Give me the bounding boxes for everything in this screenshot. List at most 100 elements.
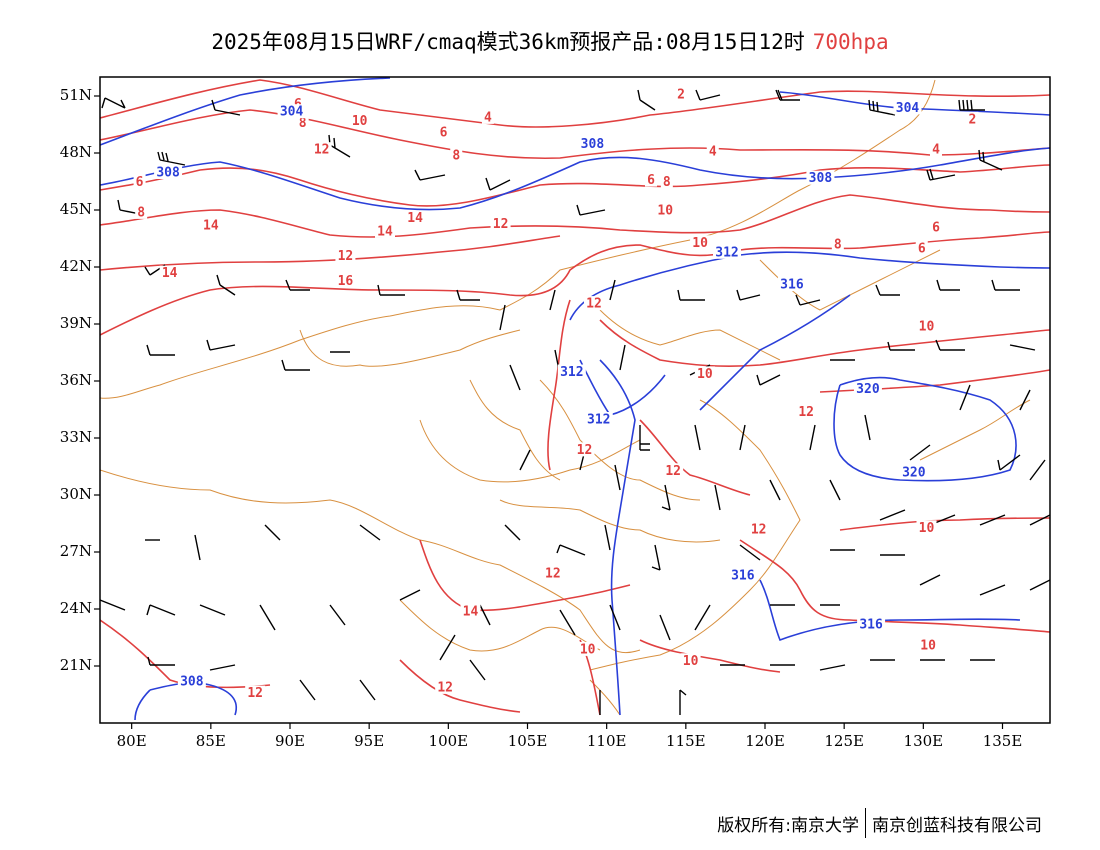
- temperature-label-bg: [966, 111, 979, 126]
- temperature-label-bg: [916, 520, 937, 535]
- temperature-label-bg: [655, 203, 676, 217]
- temperature-label: 10: [697, 367, 713, 382]
- geopotential-label: 320: [902, 466, 926, 481]
- temperature-label: 14: [377, 224, 393, 239]
- temperature-label-bg: [680, 653, 701, 668]
- geopotential-label: 312: [560, 365, 583, 380]
- temperature-label-bg: [918, 638, 939, 653]
- geopotential-label-bg: [893, 100, 922, 115]
- temperature-label-bg: [584, 296, 604, 311]
- geopotential-label-bg: [806, 170, 835, 185]
- lon-tick-label: 85E: [196, 732, 226, 750]
- temperature-label-bg: [133, 174, 146, 189]
- temperature-label: 6: [647, 173, 655, 188]
- geopotential-label-bg: [584, 412, 613, 426]
- temperature-label: 4: [709, 145, 717, 160]
- geopotential-label-bg: [777, 277, 806, 292]
- temperature-isolines: [100, 79, 1050, 716]
- temperature-label: 8: [834, 238, 842, 253]
- temperature-label-bg: [311, 142, 332, 157]
- temperature-label-bg: [450, 147, 463, 162]
- lon-tick-label: 90E: [275, 732, 305, 750]
- temperature-label-bg: [663, 463, 684, 478]
- geopotential-labels: 304 304 308 308 308 312 316 312 312 320 320 316 316 3…: [154, 100, 928, 690]
- temperature-label: 6: [440, 126, 448, 141]
- geopotential-label: 308: [156, 166, 180, 181]
- temperature-label: 12: [247, 686, 263, 701]
- lon-tick-label: 95E: [354, 732, 384, 750]
- temperature-label-bg: [694, 366, 715, 381]
- temperature-label: 6: [136, 175, 144, 190]
- geopotential-label-bg: [853, 381, 882, 396]
- geopotential-label-bg: [277, 104, 306, 119]
- geopotential-label: 304: [280, 105, 304, 120]
- temperature-label: 4: [484, 110, 492, 125]
- temperature-label: 8: [452, 148, 460, 163]
- temperature-label: 8: [137, 205, 145, 220]
- lat-tick-label: 42N: [60, 257, 92, 275]
- temperature-label-bg: [916, 318, 937, 333]
- temperature-label-bg: [930, 142, 942, 157]
- temperature-label: 12: [314, 143, 330, 158]
- lon-tick-label: 120E: [745, 732, 785, 750]
- temperature-label: 2: [677, 88, 685, 103]
- lat-tick-label: 51N: [60, 86, 92, 104]
- temperature-label-bg: [405, 210, 426, 225]
- temperature-label: 12: [577, 443, 593, 458]
- geopotential-label: 308: [180, 675, 204, 690]
- temperature-label-bg: [349, 113, 370, 128]
- temperature-label: 12: [493, 217, 509, 232]
- geopotential-label-bg: [857, 617, 886, 632]
- plot-frame: [99, 76, 1051, 724]
- temperature-label-bg: [796, 404, 817, 419]
- temperature-label: 12: [338, 249, 354, 264]
- geopotential-label: 312: [587, 413, 610, 428]
- lon-tick-label: 100E: [429, 732, 469, 750]
- temperature-label-bg: [335, 248, 356, 263]
- temperature-label: 10: [692, 236, 708, 251]
- temperature-label-bg: [930, 220, 942, 235]
- temperature-label: 8: [663, 175, 671, 190]
- lon-tick-label: 125E: [824, 732, 864, 750]
- temperature-label-bg: [200, 218, 221, 233]
- geopotential-label-bg: [713, 244, 741, 259]
- geopotential-label-bg: [728, 567, 757, 582]
- temperature-label-bg: [296, 115, 309, 130]
- temperature-label-bg: [437, 125, 450, 140]
- temperature-label: 4: [932, 143, 940, 158]
- temperature-label-bg: [831, 237, 844, 252]
- lat-tick-label: 39N: [60, 314, 92, 332]
- title-main: 2025年08月15日WRF/cmaq模式36km预报产品:08月15日12时: [211, 30, 805, 54]
- lon-tick-label: 80E: [117, 732, 147, 750]
- longitude-axis: 80E 85E 90E 95E 100E 105E 110E 115E 120E 125E 130E…: [117, 723, 1023, 750]
- temperature-label-bg: [435, 679, 456, 694]
- geopotential-label: 308: [581, 137, 605, 152]
- wind-barbs: [100, 89, 1050, 715]
- temperature-label: 10: [683, 654, 699, 669]
- temperature-label-bg: [460, 603, 481, 618]
- temperature-label-bg: [690, 235, 711, 250]
- temperature-label-bg: [135, 204, 148, 219]
- temperature-label: 10: [580, 642, 596, 657]
- temperature-label: 14: [463, 604, 479, 619]
- temperature-label: 12: [437, 680, 453, 695]
- temperature-label: 6: [932, 221, 940, 236]
- temperature-label: 10: [657, 204, 673, 219]
- temperature-label-bg: [375, 223, 395, 238]
- temperature-label: 10: [919, 319, 935, 334]
- geopotential-label-bg: [899, 465, 928, 480]
- geopotential-label: 308: [809, 171, 833, 186]
- geopotential-label: 320: [856, 382, 880, 397]
- temperature-label: 16: [338, 274, 354, 289]
- geopotential-label-bg: [578, 136, 607, 151]
- geopotential-label-bg: [154, 165, 183, 179]
- copyright-divider: [865, 808, 866, 838]
- temperature-labels: 6810468122244668810141414121086612141612…: [133, 87, 979, 701]
- temperature-label: 10: [352, 114, 368, 129]
- pressure-level: 700hpa: [812, 30, 889, 54]
- lat-tick-label: 48N: [60, 143, 92, 161]
- copyright-company: 南京创蓝科技有限公司: [872, 815, 1042, 836]
- geopotential-label-bg: [177, 674, 206, 689]
- lon-tick-label: 110E: [587, 732, 627, 750]
- lon-tick-label: 135E: [983, 732, 1023, 750]
